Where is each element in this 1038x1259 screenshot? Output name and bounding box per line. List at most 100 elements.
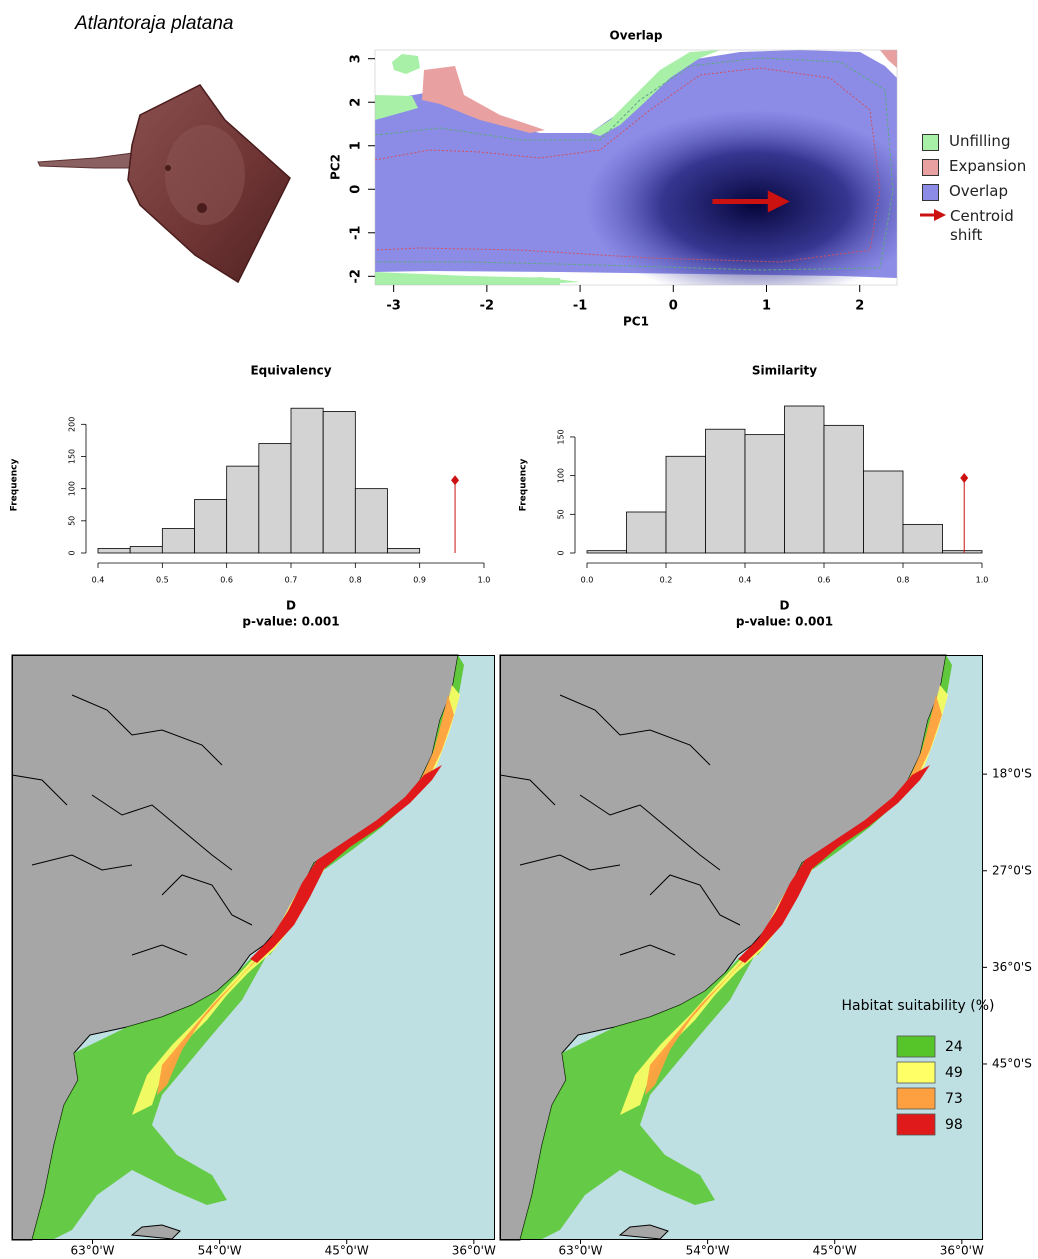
map-panel-2 xyxy=(500,655,983,1240)
y-tick-label: -2 xyxy=(349,269,364,283)
y-tick-label: 50 xyxy=(68,516,77,526)
x-tick-label: 36°0'W xyxy=(940,1244,984,1258)
x-tick-label: 45°0'W xyxy=(813,1244,857,1258)
x-tick-label: -1 xyxy=(573,299,587,314)
map xyxy=(12,655,495,1240)
p-value: p-value: 0.001 xyxy=(242,615,339,629)
x-tick-label: 0.9 xyxy=(413,576,426,585)
histogram-bar xyxy=(98,548,130,553)
histogram-bar xyxy=(824,425,864,553)
y-tick-label: 27°0'S xyxy=(992,863,1032,877)
chart-title: Equivalency xyxy=(250,364,331,378)
legend-label: Expansion xyxy=(949,157,1019,176)
x-axis-label: PC1 xyxy=(623,315,649,329)
y-tick-label: 45°0'S xyxy=(992,1056,1032,1070)
y-tick-label: 150 xyxy=(68,449,77,464)
x-tick-label: 0.4 xyxy=(739,576,752,585)
x-tick-label: 0.4 xyxy=(92,576,105,585)
legend-label: Centroid shift xyxy=(950,207,1020,245)
x-tick-label: 1 xyxy=(762,299,771,314)
x-tick-label: 54°0'W xyxy=(198,1244,242,1258)
page: Atlantoraja platana niche overlap html, … xyxy=(0,0,1038,1259)
histogram-bar xyxy=(195,500,227,553)
x-tick-label: 0.0 xyxy=(581,576,594,585)
x-tick-label: 0.5 xyxy=(156,576,169,585)
histogram-bar xyxy=(162,529,194,553)
legend-item: Expansion xyxy=(920,157,1038,176)
x-tick-label: 0.6 xyxy=(220,576,233,585)
x-axis-label: D xyxy=(286,599,296,613)
overlap-plot-area xyxy=(375,50,925,300)
histogram-bar xyxy=(706,429,746,553)
y-tick-label: 100 xyxy=(557,468,566,483)
legend-label: 49 xyxy=(945,1065,963,1081)
y-tick-label: 200 xyxy=(68,417,77,432)
histogram-bar xyxy=(745,435,785,553)
histogram-bar xyxy=(864,471,904,553)
overlap-legend: Unfilling Expansion Overlap Centroid shift xyxy=(920,132,1038,251)
map xyxy=(500,655,983,1240)
x-tick-label: 63°0'W xyxy=(70,1244,114,1258)
x-tick-label: 54°0'W xyxy=(686,1244,730,1258)
observed-marker xyxy=(960,473,968,483)
chart-title: Similarity xyxy=(752,364,817,378)
histogram-bar xyxy=(587,551,627,553)
histogram-bar xyxy=(943,551,983,553)
x-tick-label: 1.0 xyxy=(976,576,989,585)
legend-arrow xyxy=(920,207,948,223)
x-tick-label: 0.6 xyxy=(818,576,831,585)
histogram-bar xyxy=(130,547,162,553)
legend-label: Unfilling xyxy=(949,132,1019,151)
histogram-bar xyxy=(903,524,943,553)
x-tick-label: 0.7 xyxy=(285,576,298,585)
legend-label: Overlap xyxy=(949,182,1019,201)
legend-item: Centroid shift xyxy=(920,207,1038,245)
legend-label: 24 xyxy=(945,1039,963,1055)
x-tick-label: -3 xyxy=(386,299,400,314)
map-panel-1 xyxy=(12,655,495,1240)
legend-label: 98 xyxy=(945,1117,963,1133)
p-value: p-value: 0.001 xyxy=(736,615,833,629)
y-tick-label: 0 xyxy=(68,550,77,555)
histogram-bar xyxy=(291,408,323,553)
y-axis-label: Frequency xyxy=(519,459,529,512)
x-tick-label: 0 xyxy=(669,299,678,314)
y-tick-label: 0 xyxy=(557,550,566,555)
histogram-bar xyxy=(627,512,667,553)
observed-marker xyxy=(451,475,459,485)
x-tick-label: 36°0'W xyxy=(452,1244,496,1258)
y-tick-label: 18°0'S xyxy=(992,767,1032,781)
legend-swatch xyxy=(897,1088,935,1109)
histogram-bar xyxy=(259,444,291,553)
y-tick-label: 0 xyxy=(349,185,364,194)
y-tick-label: 2 xyxy=(349,98,364,107)
legend-swatch xyxy=(897,1062,935,1083)
y-tick-label: 1 xyxy=(349,141,364,150)
x-tick-label: 63°0'W xyxy=(558,1244,602,1258)
y-tick-label: 36°0'S xyxy=(992,960,1032,974)
legend-swatch xyxy=(922,134,939,151)
legend-swatch xyxy=(897,1114,935,1135)
y-tick-label: 50 xyxy=(557,509,566,519)
x-tick-label: -2 xyxy=(480,299,494,314)
figure: Atlantoraja platana Overlap-3-2-1012-2-1… xyxy=(0,0,1038,1259)
y-tick-label: 100 xyxy=(68,481,77,496)
histogram-bar xyxy=(388,548,420,553)
y-tick-label: 3 xyxy=(349,54,364,63)
legend-item: Overlap xyxy=(920,182,1038,201)
legend-swatch xyxy=(922,159,939,176)
histogram-bar xyxy=(355,489,387,553)
x-tick-label: 45°0'W xyxy=(325,1244,369,1258)
histogram-bar xyxy=(666,456,706,553)
legend-label: 73 xyxy=(945,1091,963,1107)
legend-swatch xyxy=(897,1036,935,1057)
species-name: Atlantoraja platana xyxy=(74,13,233,34)
x-tick-label: 2 xyxy=(855,299,864,314)
histogram-bar xyxy=(323,411,355,553)
legend-swatch xyxy=(922,184,939,201)
y-axis-label: PC2 xyxy=(329,154,343,180)
x-tick-label: 0.8 xyxy=(897,576,910,585)
legend-title: Habitat suitability (%) xyxy=(841,998,994,1014)
y-tick-label: 150 xyxy=(557,429,566,444)
x-tick-label: 0.2 xyxy=(660,576,673,585)
